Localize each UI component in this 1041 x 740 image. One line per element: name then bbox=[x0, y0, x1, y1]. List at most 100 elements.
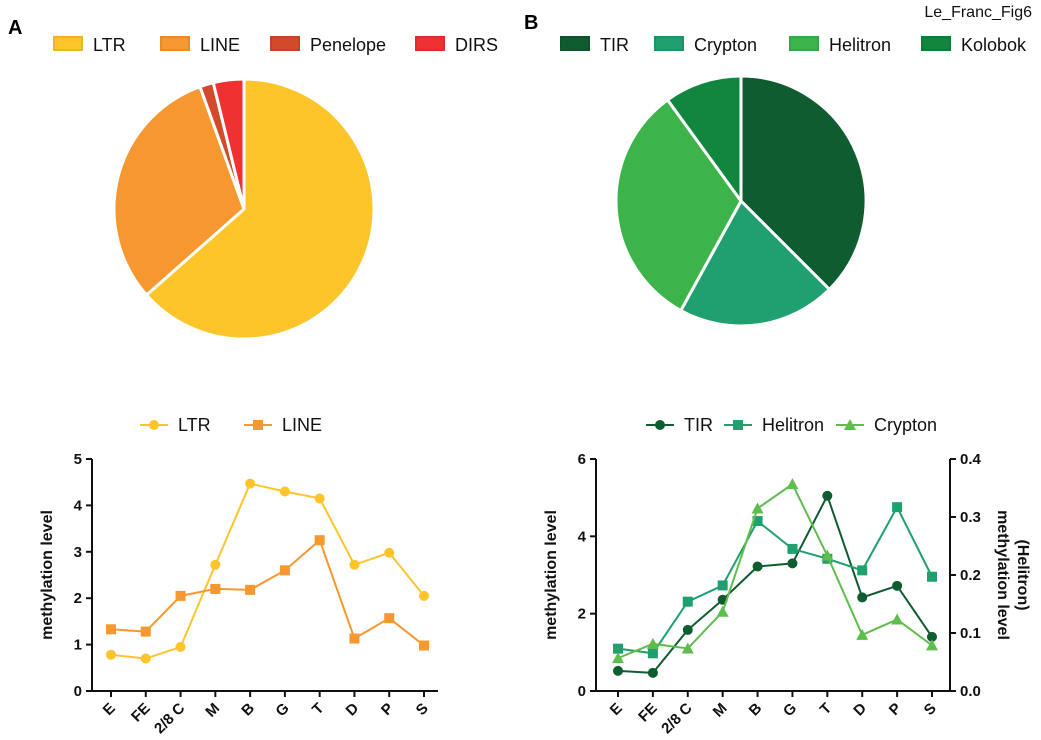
y-tick-label-left-0: 0 bbox=[578, 683, 586, 700]
pie-slice-ltr bbox=[144, 77, 376, 341]
y-tick-label-left-0: 0 bbox=[74, 683, 82, 700]
legend-label-crypton: Crypton bbox=[874, 415, 937, 435]
legend-label-dirs: DIRS bbox=[455, 35, 498, 55]
data-point-line-e bbox=[106, 624, 116, 635]
y-tick-label-right-0-2: 0.2 bbox=[960, 567, 981, 584]
x-tick-label-g: G bbox=[272, 700, 292, 720]
x-tick-label-t: T bbox=[817, 700, 836, 719]
x-tick-label-m: M bbox=[202, 700, 223, 721]
x-tick-label-g: G bbox=[780, 700, 800, 720]
x-tick-label-2-8-c: 2/8 C bbox=[151, 700, 188, 737]
data-point-line-2-8-c bbox=[175, 590, 186, 601]
legend-swatch-border-tir bbox=[560, 36, 590, 51]
y-axis-title-left: methylation level bbox=[543, 510, 560, 640]
data-point-crypton-e bbox=[612, 652, 624, 664]
legend-swatch-border-penelope bbox=[270, 36, 300, 51]
y-tick-label-right-0-0: 0.0 bbox=[960, 683, 981, 700]
data-point-tir-2-8-c bbox=[682, 624, 693, 635]
data-point-line-b bbox=[245, 584, 256, 595]
x-tick-label-s: S bbox=[413, 700, 432, 719]
x-tick-label-d: D bbox=[343, 700, 363, 720]
data-point-line-fe bbox=[140, 626, 151, 637]
legend-label-tir: TIR bbox=[600, 35, 629, 55]
line-b-legend: TIR Helitron Crypton bbox=[646, 415, 937, 435]
legend-marker-line bbox=[253, 420, 263, 430]
data-point-crypton-b bbox=[751, 502, 764, 514]
series-line-ltr bbox=[110, 482, 425, 660]
pie-slice-kolobok bbox=[666, 74, 743, 203]
legend-swatch-border-kolobok bbox=[921, 36, 951, 51]
data-point-crypton-t bbox=[821, 549, 834, 561]
data-point-ltr-b bbox=[245, 478, 256, 489]
x-tick-label-e: E bbox=[100, 700, 119, 719]
data-point-helitron-s bbox=[927, 571, 937, 582]
legend-label-tir: TIR bbox=[684, 415, 713, 435]
data-point-helitron-2-8-c bbox=[682, 596, 693, 607]
data-point-tir-s bbox=[927, 631, 937, 642]
x-tick-label-b: B bbox=[238, 700, 258, 720]
y-axis-title-left: methylation level bbox=[39, 510, 56, 640]
data-point-helitron-g bbox=[787, 543, 798, 554]
pie-slice-line bbox=[112, 85, 246, 297]
data-point-tir-g bbox=[787, 558, 798, 569]
legend-swatch-border-dirs bbox=[415, 36, 445, 51]
data-point-tir-d bbox=[857, 592, 868, 603]
data-point-crypton-fe bbox=[646, 637, 659, 649]
legend-swatch-border-crypton bbox=[654, 36, 684, 51]
data-point-helitron-p bbox=[892, 502, 903, 513]
data-point-line-p bbox=[384, 613, 395, 624]
legend-label-line: LINE bbox=[282, 415, 322, 435]
data-point-line-t bbox=[314, 535, 325, 546]
legend-label-helitron: Helitron bbox=[829, 35, 891, 55]
legend-swatch-penelope bbox=[270, 36, 300, 51]
pie-slice-crypton bbox=[679, 199, 831, 328]
y-axis-title-right: methylation level bbox=[994, 510, 1011, 640]
x-tick-label-s: S bbox=[921, 700, 940, 719]
data-point-helitron-fe bbox=[647, 648, 658, 659]
legend-swatch-tir bbox=[560, 36, 590, 51]
legend-label-kolobok: Kolobok bbox=[961, 35, 1027, 55]
y-tick-label-left-4: 4 bbox=[578, 528, 587, 545]
legend-swatch-ltr bbox=[53, 36, 83, 51]
legend-swatch-kolobok bbox=[921, 36, 951, 51]
y-tick-label-left-4: 4 bbox=[74, 497, 83, 514]
data-point-line-g bbox=[279, 565, 290, 576]
y-tick-label-left-6: 6 bbox=[578, 451, 586, 468]
legend-marker-helitron bbox=[733, 420, 743, 430]
x-tick-label-d: D bbox=[850, 700, 870, 720]
x-tick-label-m: M bbox=[710, 700, 731, 721]
data-point-crypton-d bbox=[856, 628, 869, 640]
data-point-ltr-d bbox=[349, 559, 360, 570]
x-tick-label-2-8-c: 2/8 C bbox=[658, 700, 695, 737]
y-tick-label-right-0-3: 0.3 bbox=[960, 509, 981, 526]
data-point-ltr-p bbox=[384, 547, 395, 558]
pie-slice-helitron bbox=[614, 98, 743, 313]
legend-label-line: LINE bbox=[200, 35, 240, 55]
legend-swatch-crypton bbox=[654, 36, 684, 51]
y-tick-label-right-0-4: 0.4 bbox=[960, 451, 982, 468]
data-point-crypton-m bbox=[716, 605, 729, 617]
legend-swatch-line bbox=[160, 36, 190, 51]
x-tick-label-p: P bbox=[886, 700, 905, 719]
data-point-line-s bbox=[419, 640, 429, 651]
data-point-line-m bbox=[210, 583, 221, 594]
data-point-crypton-g bbox=[786, 478, 799, 490]
data-point-tir-p bbox=[892, 580, 903, 591]
data-point-tir-b bbox=[752, 561, 763, 572]
panel-label-a: A bbox=[8, 17, 22, 39]
y-tick-label-left-3: 3 bbox=[74, 544, 82, 561]
y-tick-label-left-2: 2 bbox=[74, 590, 82, 607]
legend-marker-crypton bbox=[844, 419, 856, 430]
legend-label-penelope: Penelope bbox=[310, 35, 386, 55]
figure-label: Le_Franc_Fig6 bbox=[924, 4, 1032, 21]
data-point-ltr-t bbox=[314, 493, 325, 504]
data-point-helitron-d bbox=[857, 565, 868, 576]
series-line-tir bbox=[617, 493, 933, 674]
pie-a-legend: LTR LINE Penelope DIRS bbox=[53, 35, 498, 55]
data-point-ltr-e bbox=[106, 649, 116, 660]
data-point-ltr-g bbox=[279, 486, 290, 497]
data-point-helitron-e bbox=[613, 643, 623, 654]
data-point-ltr-s bbox=[419, 590, 429, 601]
data-point-ltr-m bbox=[210, 559, 221, 570]
